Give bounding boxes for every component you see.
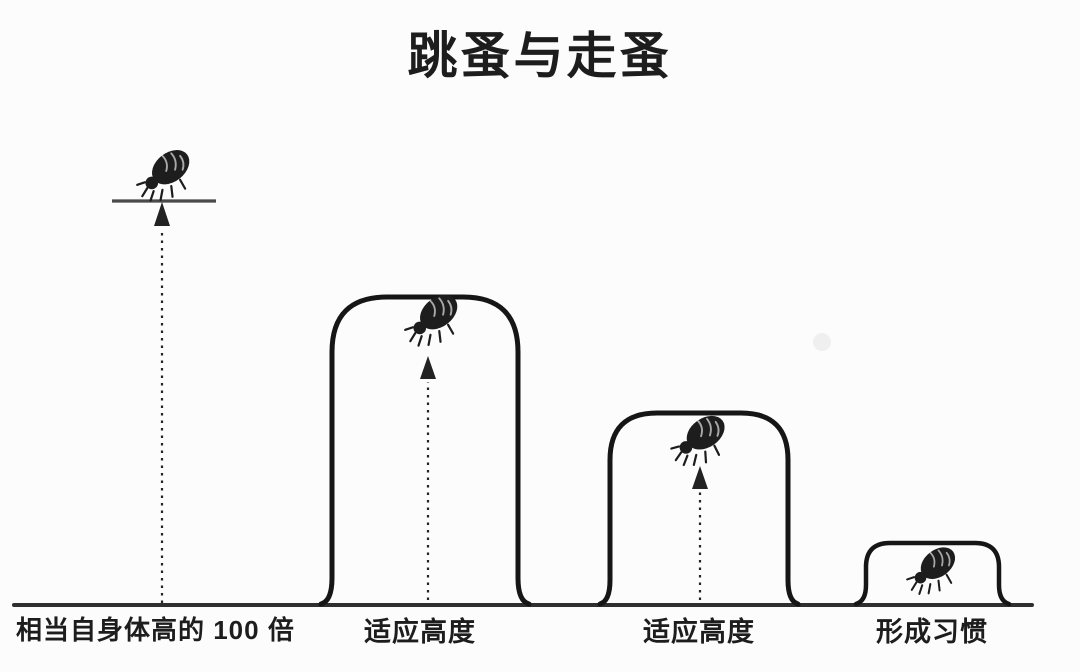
- diagram-title: 跳蚤与走蚤: [407, 28, 673, 84]
- flea-icon: [136, 141, 198, 202]
- flea-icon: [906, 539, 963, 595]
- scene-label-adapt-height-1: 适应高度: [364, 617, 476, 647]
- bell-jar-tall: [318, 294, 532, 607]
- bell-jar-small: [853, 540, 1012, 607]
- arrow-up-icon: [154, 202, 170, 226]
- arrow-up-icon: [692, 466, 708, 489]
- flea-icon: [669, 405, 734, 469]
- smudge-dot: [813, 333, 831, 351]
- bell-jar-medium: [597, 410, 801, 607]
- scene-label-jump-100x: 相当自身体高的 100 倍: [16, 615, 295, 645]
- arrow-up-icon: [420, 356, 436, 379]
- scene-label-adapt-height-2: 适应高度: [643, 617, 755, 647]
- scene-label-habit-formed: 形成习惯: [876, 617, 988, 647]
